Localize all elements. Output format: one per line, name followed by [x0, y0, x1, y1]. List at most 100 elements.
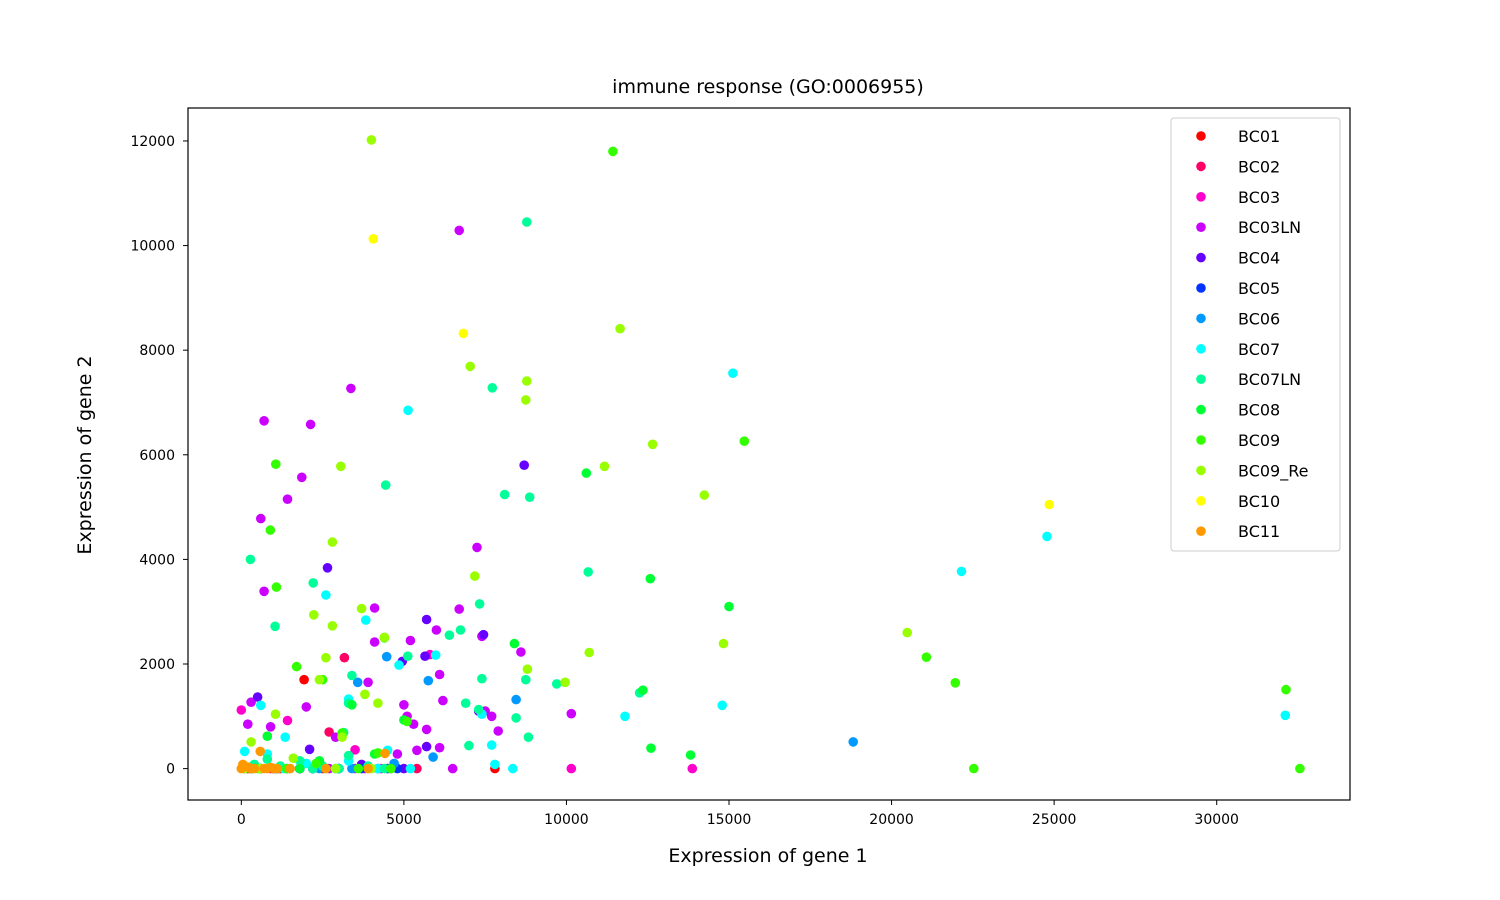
data-point	[405, 763, 416, 774]
data-point	[259, 416, 269, 426]
data-point	[368, 234, 379, 244]
data-point	[269, 763, 279, 774]
data-point	[1042, 531, 1052, 542]
legend-box	[1170, 117, 1341, 552]
legend-marker	[1196, 313, 1206, 324]
data-point	[324, 727, 334, 737]
data-point	[311, 758, 321, 769]
y-axis-title: Expression of gene 2	[74, 355, 96, 554]
data-point	[405, 635, 416, 646]
data-point	[685, 750, 696, 760]
data-point	[454, 604, 465, 614]
data-point	[464, 740, 474, 751]
data-point	[511, 694, 521, 705]
data-point	[508, 763, 518, 774]
data-point	[356, 603, 367, 614]
legend-marker	[1196, 252, 1206, 263]
legend-label: BC01	[1238, 127, 1280, 146]
data-point	[645, 573, 656, 584]
data-point	[402, 716, 412, 727]
data-point	[350, 745, 360, 755]
legend-marker	[1196, 344, 1206, 354]
data-point	[380, 748, 390, 759]
data-point	[718, 638, 729, 649]
data-point	[262, 754, 273, 764]
data-point	[724, 601, 734, 612]
data-point	[343, 750, 354, 761]
legend-marker	[1196, 404, 1206, 415]
legend: BC01 BC02 BC03 BC03LN BC04 BC05 BC06 BC07 BC07LN…	[1170, 117, 1341, 552]
data-point	[511, 713, 521, 723]
data-point	[551, 679, 562, 689]
data-point	[566, 708, 577, 719]
data-point	[699, 490, 710, 500]
data-point	[381, 651, 392, 662]
data-point	[454, 225, 465, 236]
data-point	[360, 689, 370, 700]
legend-marker	[1196, 131, 1206, 141]
legend-label: BC03	[1238, 188, 1280, 207]
data-point	[519, 460, 529, 471]
data-point	[246, 763, 256, 774]
data-point	[265, 722, 276, 732]
data-point	[379, 632, 390, 643]
data-point	[243, 719, 253, 729]
data-point	[394, 660, 404, 670]
data-point	[521, 674, 531, 685]
data-point	[321, 763, 331, 774]
legend-marker	[1196, 496, 1206, 506]
data-point	[608, 146, 618, 157]
data-point	[361, 615, 371, 625]
data-point	[270, 709, 281, 719]
x-tick-label: 0	[237, 812, 246, 828]
data-point	[314, 674, 325, 685]
data-point	[477, 673, 487, 684]
legend-marker	[1196, 465, 1206, 476]
data-point	[336, 461, 346, 472]
data-point	[522, 376, 532, 386]
data-point	[956, 566, 967, 577]
legend-label: BC04	[1238, 249, 1280, 268]
chart-title: immune response (GO:0006955)	[612, 76, 924, 98]
data-point	[270, 621, 280, 632]
data-point	[373, 698, 383, 708]
data-point	[455, 625, 466, 635]
x-tick-label: 30000	[1194, 812, 1239, 828]
data-point	[337, 732, 347, 742]
data-point	[472, 542, 482, 553]
data-point	[304, 744, 315, 755]
data-point	[246, 697, 256, 707]
data-point	[255, 700, 266, 711]
data-point	[353, 763, 364, 774]
data-point	[434, 669, 445, 680]
data-point	[473, 704, 484, 715]
data-point	[717, 700, 727, 711]
data-point	[584, 647, 594, 658]
data-point	[280, 732, 291, 742]
data-point	[969, 763, 979, 774]
data-point	[465, 361, 476, 372]
data-point	[373, 748, 383, 758]
data-point	[346, 383, 356, 394]
data-point	[902, 627, 912, 638]
data-point	[347, 700, 357, 710]
data-point	[431, 625, 442, 635]
data-point	[583, 567, 593, 577]
legend-marker	[1196, 374, 1206, 385]
data-point	[301, 702, 312, 712]
data-point	[330, 763, 341, 774]
data-point	[246, 737, 256, 747]
data-point	[458, 328, 469, 339]
data-point	[366, 135, 377, 145]
data-point	[1044, 499, 1055, 510]
data-point	[647, 439, 658, 450]
data-point	[352, 677, 363, 688]
x-tick-label: 10000	[544, 812, 589, 828]
data-point	[728, 368, 738, 379]
data-point	[252, 692, 263, 702]
data-point	[1281, 684, 1291, 695]
data-point	[423, 675, 434, 686]
data-point	[499, 489, 510, 500]
data-point	[421, 724, 432, 735]
